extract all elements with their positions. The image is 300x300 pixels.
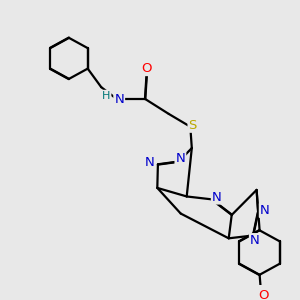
Text: N: N <box>250 234 260 247</box>
Text: N: N <box>114 93 124 106</box>
Text: N: N <box>260 204 270 217</box>
Text: O: O <box>142 62 152 75</box>
Text: N: N <box>145 156 154 170</box>
Text: S: S <box>188 119 197 132</box>
Text: N: N <box>212 190 222 203</box>
Text: N: N <box>176 152 185 165</box>
Text: O: O <box>258 289 269 300</box>
Text: H: H <box>102 91 110 101</box>
